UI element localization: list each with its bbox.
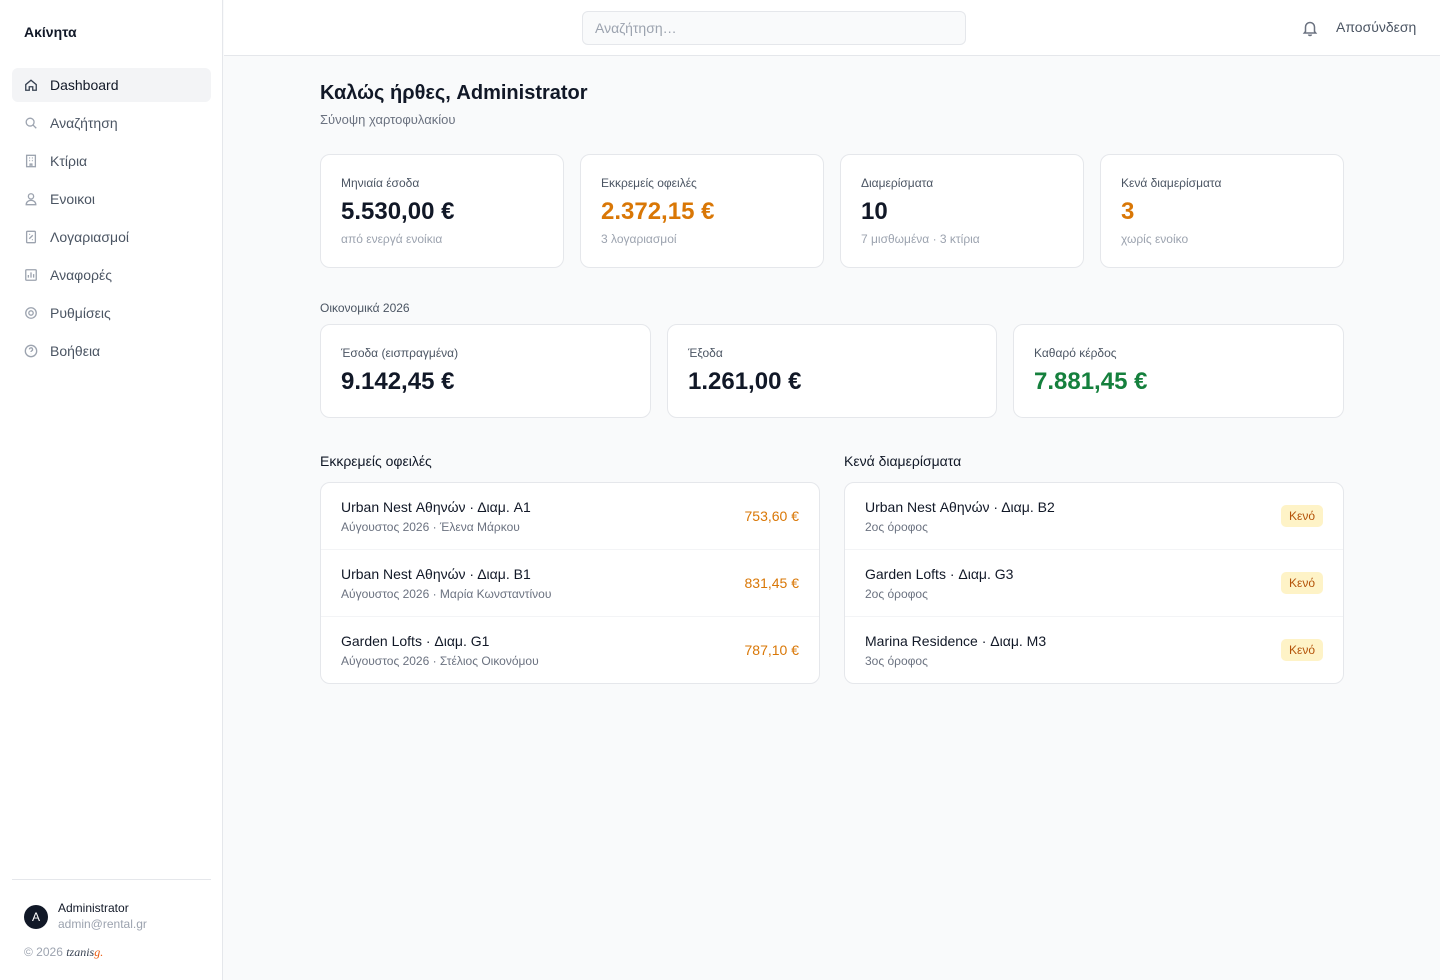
sidebar-item-label: Βοήθεια (50, 343, 101, 359)
sidebar-item-reports[interactable]: Αναφορές (12, 258, 211, 292)
sidebar-item-label: Dashboard (50, 77, 119, 93)
list-item[interactable]: Garden Lofts · Διαμ. G1 Αύγουστος 2026 ·… (321, 617, 819, 683)
sidebar-divider (12, 879, 211, 880)
stat-label: Κενά διαμερίσματα (1121, 176, 1222, 190)
stat-value: 3 (1121, 198, 1135, 225)
topbar: Αποσύνδεση (224, 0, 1440, 56)
sidebar-item-accounts[interactable]: Λογαριασμοί (12, 220, 211, 254)
sidebar-nav: Dashboard Αναζήτηση Κτίρια Ενοικοι Λογαρ… (12, 68, 211, 372)
list-item-title: Urban Nest Αθηνών · Διαμ. B1 (341, 566, 531, 582)
finance-label: Έξοδα (688, 346, 723, 360)
copyright-text: © 2026 (24, 945, 63, 959)
page-subtitle: Σύνοψη χαρτοφυλακίου (320, 112, 456, 127)
stat-value: 10 (861, 198, 888, 225)
list-item-sub: Αύγουστος 2026 · Στέλιος Οικονόμου (341, 654, 539, 668)
sidebar-item-buildings[interactable]: Κτίρια (12, 144, 211, 178)
stat-card-pending-dues: Εκκρεμείς οφειλές 2.372,15 € 3 λογαριασμ… (580, 154, 824, 268)
stat-sub: 3 λογαριασμοί (601, 232, 677, 246)
vacant-list-title: Κενά διαμερίσματα (844, 453, 962, 469)
bell-icon[interactable] (1301, 19, 1319, 37)
finance-card-expenses: Έξοδα 1.261,00 € (667, 324, 997, 418)
sidebar-item-label: Αναζήτηση (50, 115, 118, 131)
page-title: Καλώς ήρθες, Administrator (320, 82, 588, 104)
home-icon (24, 78, 38, 92)
sidebar-item-label: Ενοικοι (50, 191, 95, 207)
stat-card-vacant: Κενά διαμερίσματα 3 χωρίς ενοίκο (1100, 154, 1344, 268)
list-item-amount: 753,60 € (744, 508, 800, 524)
user-profile[interactable]: A Administrator admin@rental.gr (24, 901, 147, 932)
stat-card-monthly-income: Μηνιαία έσοδα 5.530,00 € από ενεργά ενοί… (320, 154, 564, 268)
finance-section-label: Οικονομικά 2026 (320, 301, 410, 315)
finance-card-profit: Καθαρό κέρδος 7.881,45 € (1013, 324, 1344, 418)
sidebar: Ακίνητα Dashboard Αναζήτηση Κτίρια Ενοικ… (0, 0, 223, 980)
brand-title: Ακίνητα (24, 24, 77, 40)
finance-card-income: Έσοδα (εισπραγμένα) 9.142,45 € (320, 324, 651, 418)
avatar: A (24, 904, 48, 929)
list-item[interactable]: Urban Nest Αθηνών · Διαμ. A1 Αύγουστος 2… (321, 483, 819, 550)
list-item[interactable]: Urban Nest Αθηνών · Διαμ. B2 2ος όροφος … (845, 483, 1343, 550)
finance-value: 1.261,00 € (688, 368, 802, 395)
help-icon (24, 344, 38, 358)
vendor-logo-dot: g. (94, 945, 104, 959)
pending-list: Urban Nest Αθηνών · Διαμ. A1 Αύγουστος 2… (320, 482, 820, 684)
stat-sub: 7 μισθωμένα · 3 κτίρια (861, 232, 980, 246)
status-badge: Κενό (1280, 505, 1323, 527)
stat-card-apartments: Διαμερίσματα 10 7 μισθωμένα · 3 κτίρια (840, 154, 1084, 268)
sidebar-item-label: Αναφορές (50, 267, 112, 283)
list-item-sub: Αύγουστος 2026 · Έλενα Μάρκου (341, 520, 520, 534)
status-badge: Κενό (1280, 572, 1323, 594)
search-icon (24, 116, 38, 130)
building-icon (24, 154, 38, 168)
finance-label: Έσοδα (εισπραγμένα) (341, 346, 459, 360)
list-item-sub: 2ος όροφος (865, 587, 928, 601)
sidebar-item-help[interactable]: Βοήθεια (12, 334, 211, 368)
list-item-sub: Αύγουστος 2026 · Μαρία Κωνσταντίνου (341, 587, 552, 601)
stat-sub: χωρίς ενοίκο (1121, 232, 1189, 246)
sidebar-item-label: Λογαριασμοί (50, 229, 130, 245)
sidebar-item-label: Ρυθμίσεις (50, 305, 111, 321)
sidebar-item-label: Κτίρια (50, 153, 88, 169)
user-icon (24, 192, 38, 206)
copyright: © 2026 tzanisg. (24, 945, 103, 960)
user-email: admin@rental.gr (58, 917, 147, 931)
list-item-title: Urban Nest Αθηνών · Διαμ. A1 (341, 499, 531, 515)
list-item[interactable]: Garden Lofts · Διαμ. G3 2ος όροφος Κενό (845, 550, 1343, 617)
vendor-logo-text: tzanis (66, 945, 95, 959)
list-item[interactable]: Urban Nest Αθηνών · Διαμ. B1 Αύγουστος 2… (321, 550, 819, 617)
sidebar-item-tenants[interactable]: Ενοικοι (12, 182, 211, 216)
stat-label: Μηνιαία έσοδα (341, 176, 420, 190)
list-item-sub: 3ος όροφος (865, 654, 928, 668)
list-item-sub: 2ος όροφος (865, 520, 928, 534)
stat-sub: από ενεργά ενοίκια (341, 232, 443, 246)
chart-icon (24, 268, 38, 282)
list-item-amount: 787,10 € (744, 642, 800, 658)
list-item-amount: 831,45 € (744, 575, 800, 591)
finance-value: 7.881,45 € (1034, 368, 1148, 395)
sidebar-item-search[interactable]: Αναζήτηση (12, 106, 211, 140)
sidebar-item-settings[interactable]: Ρυθμίσεις (12, 296, 211, 330)
finance-value: 9.142,45 € (341, 368, 455, 395)
finance-label: Καθαρό κέρδος (1034, 346, 1117, 360)
logout-button[interactable]: Αποσύνδεση (1336, 19, 1417, 35)
receipt-icon (24, 230, 38, 244)
stat-value: 5.530,00 € (341, 198, 455, 225)
list-item[interactable]: Marina Residence · Διαμ. M3 3ος όροφος Κ… (845, 617, 1343, 683)
stat-value: 2.372,15 € (601, 198, 715, 225)
pending-list-title: Εκκρεμείς οφειλές (320, 453, 432, 469)
stat-label: Εκκρεμείς οφειλές (601, 176, 697, 190)
stat-label: Διαμερίσματα (861, 176, 934, 190)
list-item-title: Garden Lofts · Διαμ. G3 (865, 566, 1014, 582)
search-input[interactable] (582, 11, 966, 45)
list-item-title: Garden Lofts · Διαμ. G1 (341, 633, 490, 649)
gear-icon (24, 306, 38, 320)
sidebar-item-dashboard[interactable]: Dashboard (12, 68, 211, 102)
user-name: Administrator (58, 901, 129, 915)
list-item-title: Marina Residence · Διαμ. M3 (865, 633, 1047, 649)
vacant-list: Urban Nest Αθηνών · Διαμ. B2 2ος όροφος … (844, 482, 1344, 684)
status-badge: Κενό (1280, 639, 1323, 661)
list-item-title: Urban Nest Αθηνών · Διαμ. B2 (865, 499, 1055, 515)
